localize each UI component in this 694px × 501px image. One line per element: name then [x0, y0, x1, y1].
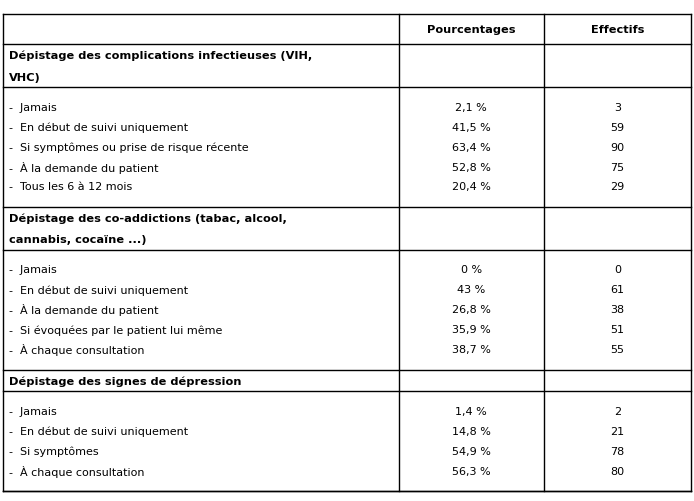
Text: Pourcentages: Pourcentages	[427, 25, 516, 35]
Text: 51: 51	[610, 325, 625, 335]
Text: 41,5 %: 41,5 %	[452, 122, 491, 132]
Text: -  Si symptômes: - Si symptômes	[9, 445, 99, 456]
Text: Dépistage des signes de dépression: Dépistage des signes de dépression	[9, 376, 242, 386]
Text: -  En début de suivi uniquement: - En début de suivi uniquement	[9, 425, 188, 436]
Text: 2: 2	[613, 406, 621, 416]
Text: 54,9 %: 54,9 %	[452, 446, 491, 455]
Text: 61: 61	[610, 285, 625, 295]
Text: 43 %: 43 %	[457, 285, 486, 295]
Text: -  Jamais: - Jamais	[9, 406, 57, 416]
Text: Effectifs: Effectifs	[591, 25, 644, 35]
Text: -  En début de suivi uniquement: - En début de suivi uniquement	[9, 285, 188, 295]
Text: 26,8 %: 26,8 %	[452, 305, 491, 315]
Text: 2,1 %: 2,1 %	[455, 102, 487, 112]
Text: 75: 75	[610, 162, 625, 172]
Text: -  À chaque consultation: - À chaque consultation	[9, 464, 144, 476]
Text: 1,4 %: 1,4 %	[455, 406, 487, 416]
Text: 3: 3	[614, 102, 621, 112]
Text: 56,3 %: 56,3 %	[452, 465, 491, 475]
Text: 29: 29	[610, 182, 625, 192]
Text: -  Tous les 6 à 12 mois: - Tous les 6 à 12 mois	[9, 182, 133, 192]
Text: Dépistage des co-addictions (tabac, alcool,: Dépistage des co-addictions (tabac, alco…	[9, 213, 287, 223]
Text: 80: 80	[610, 465, 625, 475]
Text: -  Jamais: - Jamais	[9, 102, 57, 112]
Text: 0 %: 0 %	[461, 265, 482, 275]
Text: -  En début de suivi uniquement: - En début de suivi uniquement	[9, 122, 188, 132]
Text: 38,7 %: 38,7 %	[452, 345, 491, 355]
Text: 59: 59	[610, 122, 625, 132]
Text: 90: 90	[610, 142, 625, 152]
Text: 20,4 %: 20,4 %	[452, 182, 491, 192]
Text: 38: 38	[610, 305, 625, 315]
Text: 52,8 %: 52,8 %	[452, 162, 491, 172]
Text: -  À la demande du patient: - À la demande du patient	[9, 161, 158, 173]
Text: 14,8 %: 14,8 %	[452, 426, 491, 436]
Text: -  Jamais: - Jamais	[9, 265, 57, 275]
Text: 21: 21	[610, 426, 625, 436]
Text: 78: 78	[610, 446, 625, 455]
Text: -  Si symptômes ou prise de risque récente: - Si symptômes ou prise de risque récent…	[9, 142, 248, 152]
Text: VHC): VHC)	[9, 72, 41, 82]
Text: 55: 55	[610, 345, 625, 355]
Text: cannabis, cocaïne ...): cannabis, cocaïne ...)	[9, 235, 146, 245]
Text: 63,4 %: 63,4 %	[452, 142, 491, 152]
Text: -  À chaque consultation: - À chaque consultation	[9, 344, 144, 356]
Text: -  À la demande du patient: - À la demande du patient	[9, 304, 158, 316]
Text: 35,9 %: 35,9 %	[452, 325, 491, 335]
Text: -  Si évoquées par le patient lui même: - Si évoquées par le patient lui même	[9, 325, 222, 335]
Text: Dépistage des complications infectieuses (VIH,: Dépistage des complications infectieuses…	[9, 51, 312, 61]
Text: 0: 0	[614, 265, 621, 275]
